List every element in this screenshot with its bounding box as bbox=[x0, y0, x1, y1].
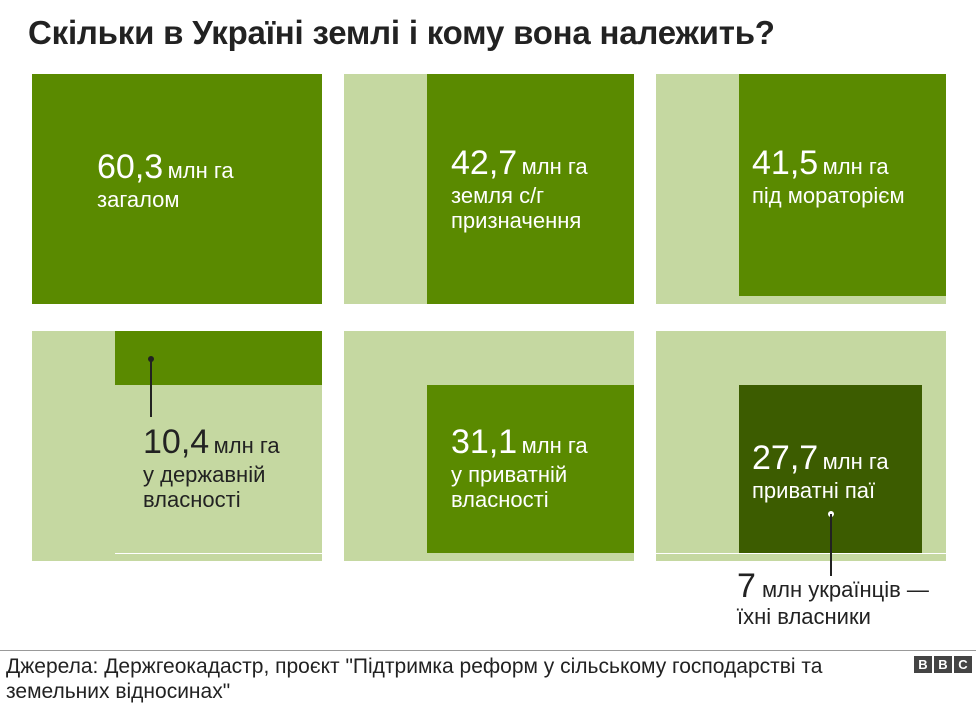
value-state: 10,4 bbox=[143, 423, 210, 461]
value-shares: 27,7 bbox=[752, 439, 819, 477]
area-agricultural bbox=[427, 74, 634, 304]
stat-private: 31,1 млн га у приватній власності bbox=[451, 423, 621, 513]
owners-value: 7 bbox=[737, 567, 756, 605]
label-shares: приватні паї bbox=[752, 478, 876, 504]
source-note: Джерела: Держгеокадастр, проєкт "Підтрим… bbox=[6, 655, 823, 704]
owners-text: млн українців — bbox=[762, 577, 929, 602]
stat-shares: 27,7 млн га приватні паї bbox=[752, 439, 889, 503]
logo-letter: B bbox=[914, 656, 932, 673]
panel-moratorium: 41,5 млн га під мораторієм bbox=[656, 74, 946, 304]
label-agricultural: земля с/г призначення bbox=[451, 183, 582, 234]
stat-moratorium: 41,5 млн га під мораторієм bbox=[752, 144, 905, 208]
panel-private: 31,1 млн га у приватній власності bbox=[344, 331, 634, 561]
panel-state: 10,4 млн га у державній власності bbox=[32, 331, 322, 561]
divider-line bbox=[656, 553, 946, 554]
label-private: у приватній власності bbox=[451, 462, 568, 513]
stat-total: 60,3 млн га загалом bbox=[97, 148, 234, 212]
unit-shares: млн га bbox=[822, 449, 889, 474]
area-private bbox=[427, 385, 634, 553]
owners-annotation: 7 млн українців — їхні власники bbox=[737, 567, 929, 630]
area-total bbox=[32, 74, 322, 304]
label-moratorium: під мораторієм bbox=[752, 183, 905, 209]
divider-line bbox=[115, 553, 322, 554]
bbc-logo: B B C bbox=[914, 656, 972, 673]
panel-total: 60,3 млн га загалом bbox=[32, 74, 322, 304]
logo-letter: B bbox=[934, 656, 952, 673]
stat-state: 10,4 млн га у державній власності bbox=[143, 423, 313, 513]
chart-title: Скільки в Україні землі і кому вона нале… bbox=[28, 14, 775, 51]
value-private: 31,1 bbox=[451, 423, 518, 461]
stat-agricultural: 42,7 млн га земля с/г призначення bbox=[451, 144, 611, 234]
unit-moratorium: млн га bbox=[822, 154, 889, 179]
label-state: у державній власності bbox=[143, 462, 266, 513]
footer-rule bbox=[0, 650, 976, 651]
value-agricultural: 42,7 bbox=[451, 144, 518, 182]
area-state bbox=[115, 331, 322, 385]
panel-agricultural: 42,7 млн га земля с/г призначення bbox=[344, 74, 634, 304]
logo-letter: C bbox=[954, 656, 972, 673]
unit-total: млн га bbox=[167, 158, 234, 183]
value-moratorium: 41,5 bbox=[752, 144, 819, 182]
value-total: 60,3 bbox=[97, 148, 164, 186]
area-moratorium bbox=[739, 74, 946, 296]
leader-line bbox=[150, 359, 152, 417]
panel-shares: 27,7 млн га приватні паї bbox=[656, 331, 946, 561]
owners-leader-line bbox=[830, 514, 832, 576]
unit-state: млн га bbox=[213, 433, 280, 458]
unit-private: млн га bbox=[521, 433, 588, 458]
label-total: загалом bbox=[97, 187, 180, 213]
unit-agricultural: млн га bbox=[521, 154, 588, 179]
owners-text-2: їхні власники bbox=[737, 604, 871, 630]
